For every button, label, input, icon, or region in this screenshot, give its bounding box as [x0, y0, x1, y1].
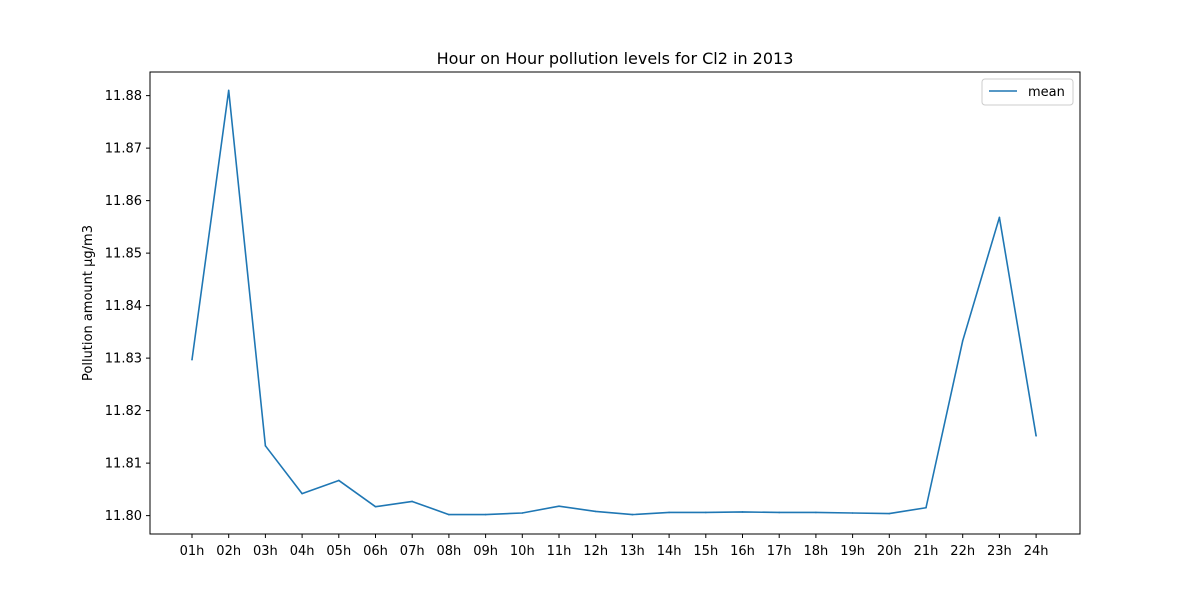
y-tick-label: 11.86 [105, 194, 142, 209]
data-point [301, 492, 303, 495]
legend: mean [981, 78, 1074, 106]
data-point [1035, 435, 1037, 437]
x-tick-label: 19h [840, 544, 865, 559]
x-tick-label: 09h [473, 544, 498, 559]
x-tick-label: 16h [730, 544, 755, 559]
legend-box [981, 78, 1074, 106]
data-point [191, 358, 193, 361]
data-point [448, 513, 450, 516]
data-point [374, 505, 377, 508]
x-tick-label: 06h [363, 544, 388, 559]
x-tick-label: 07h [400, 544, 425, 559]
data-point [558, 505, 560, 507]
x-tick-label: 04h [290, 544, 315, 559]
chart-title: Hour on Hour pollution levels for Cl2 in… [437, 49, 794, 68]
x-tick-label: 02h [216, 544, 241, 559]
x-tick-label: 13h [620, 544, 645, 559]
x-tick-label: 01h [180, 544, 205, 559]
x-tick-label: 12h [583, 544, 608, 559]
y-tick-label: 11.85 [105, 247, 142, 262]
data-point [668, 511, 670, 514]
y-tick-label: 11.84 [105, 299, 142, 314]
data-point [411, 500, 414, 503]
data-point [338, 479, 340, 482]
y-axis-label: Pollution amount µg/m3 [81, 225, 96, 381]
x-tick-label: 08h [437, 544, 462, 559]
data-point [851, 512, 854, 514]
x-tick-label: 22h [950, 544, 975, 559]
x-tick-label: 21h [914, 544, 939, 559]
y-tick-label: 11.80 [105, 509, 142, 524]
series-layer [191, 89, 1037, 516]
y-tick-label: 11.88 [105, 89, 142, 104]
x-tick-label: 24h [1024, 544, 1049, 559]
data-point [631, 513, 634, 516]
x-tick-label: 17h [767, 544, 792, 559]
series-line-mean [191, 89, 1037, 516]
data-point [227, 89, 230, 92]
data-point [815, 511, 817, 514]
y-tick-label: 11.83 [105, 352, 142, 367]
x-tick-label: 10h [510, 544, 535, 559]
data-point [264, 445, 267, 447]
x-tick-label: 11h [547, 544, 572, 559]
data-point [925, 506, 927, 509]
y-tick-label: 11.87 [105, 142, 142, 157]
data-point [961, 340, 964, 342]
y-axis: 11.80 11.81 11.82 11.83 11.84 11.85 11.86 11.87… [105, 89, 150, 524]
data-point [521, 512, 524, 514]
x-axis: 01h 02h 03h 04h 05h 06h 07h 08h 09h 10h 11h 12h 13h 1… [180, 534, 1049, 559]
x-tick-label: 15h [693, 544, 718, 559]
data-point [741, 511, 744, 513]
plot-area-frame [149, 71, 1081, 535]
data-point [888, 512, 891, 515]
x-tick-label: 18h [804, 544, 829, 559]
legend-label-mean: mean [1028, 85, 1065, 100]
x-tick-label: 03h [253, 544, 278, 559]
x-tick-label: 20h [877, 544, 902, 559]
data-point [705, 511, 707, 514]
x-tick-label: 14h [657, 544, 682, 559]
data-point [484, 513, 487, 516]
data-point [778, 511, 780, 514]
x-tick-label: 05h [326, 544, 351, 559]
y-tick-label: 11.82 [105, 404, 142, 419]
data-point [998, 216, 1001, 219]
data-point [594, 510, 597, 513]
y-tick-label: 11.81 [105, 457, 142, 472]
x-tick-label: 23h [987, 544, 1012, 559]
